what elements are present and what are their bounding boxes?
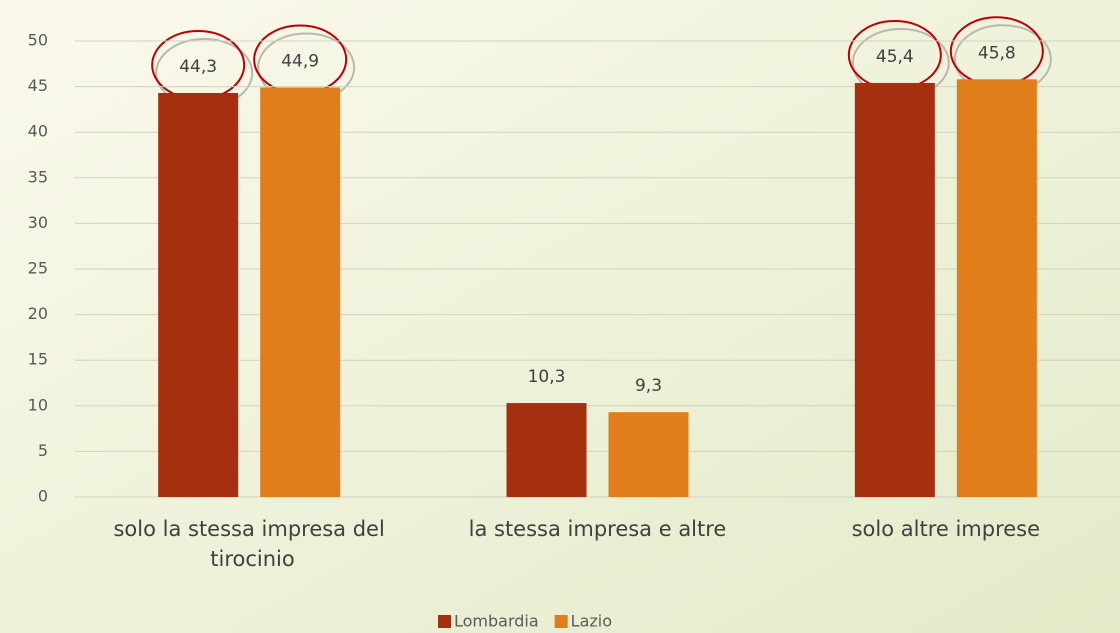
legend-label: Lombardia (454, 612, 539, 631)
y-tick-label: 35 (28, 167, 48, 186)
y-tick-label: 30 (28, 213, 48, 232)
y-tick-label: 5 (38, 441, 48, 460)
y-tick-label: 20 (28, 304, 48, 323)
legend-swatch (554, 615, 568, 628)
x-tick-label: la stessa impresa e altre (469, 517, 727, 541)
x-tick-label: solo la stessa impresa del tirocinio (113, 517, 384, 571)
bar (506, 403, 587, 497)
bar (158, 92, 239, 497)
bar (608, 412, 689, 497)
y-tick-label: 25 (28, 259, 48, 278)
data-label: 45,4 (876, 47, 914, 67)
y-tick-label: 10 (28, 395, 48, 414)
data-label: 9,3 (635, 376, 662, 396)
y-tick-label: 0 (38, 487, 48, 506)
y-tick-label: 50 (28, 31, 48, 50)
y-tick-label: 45 (28, 76, 48, 95)
x-tick-label: solo altre imprese (852, 517, 1040, 541)
data-label: 45,8 (978, 43, 1016, 63)
y-tick-label: 40 (28, 122, 48, 141)
bar (956, 79, 1037, 497)
y-tick-label: 15 (28, 350, 48, 369)
bar (260, 87, 341, 498)
data-label: 44,3 (179, 57, 217, 77)
bar (854, 82, 935, 498)
legend-label: Lazio (571, 612, 612, 631)
data-label: 44,9 (281, 52, 319, 72)
legend-swatch (438, 615, 451, 628)
data-label: 10,3 (528, 367, 566, 387)
